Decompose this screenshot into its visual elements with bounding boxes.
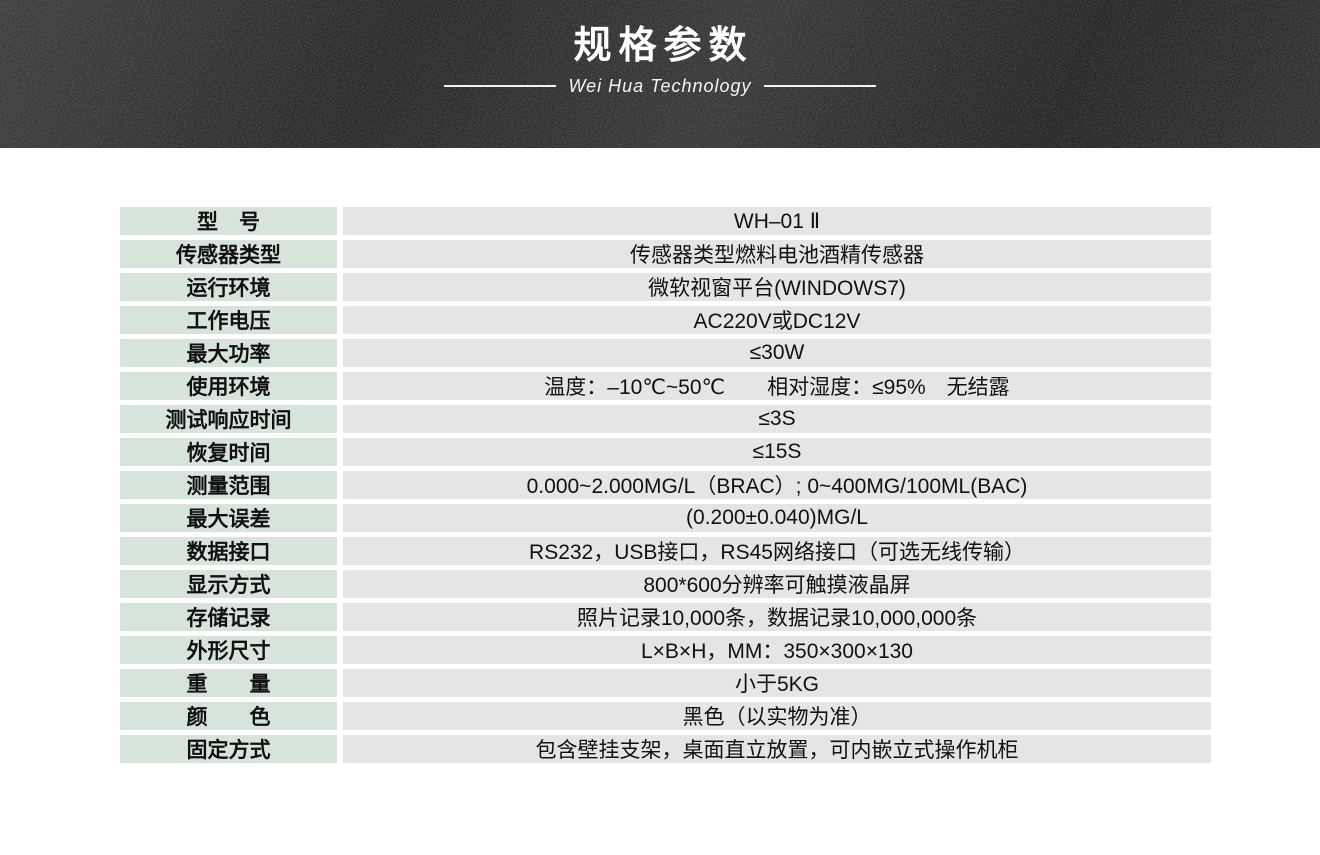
spec-label-cell: 工作电压 xyxy=(120,306,337,334)
spec-value-cell: RS232，USB接口，RS45网络接口（可选无线传输） xyxy=(343,537,1211,565)
spec-label-cell: 重 量 xyxy=(120,669,337,697)
spec-value-cell: 照片记录10,000条，数据记录10,000,000条 xyxy=(343,603,1211,631)
spec-value-cell: WH–01 Ⅱ xyxy=(343,207,1211,235)
table-row: 最大误差 (0.200±0.040)MG/L xyxy=(120,504,1211,532)
table-row: 恢复时间 ≤15S xyxy=(120,438,1211,466)
spec-label-cell: 最大误差 xyxy=(120,504,337,532)
spec-value-cell: 温度：–10℃~50℃ 相对湿度：≤95% 无结露 xyxy=(343,372,1211,400)
spec-label-cell: 数据接口 xyxy=(120,537,337,565)
subtitle-line-left xyxy=(444,85,557,88)
table-row: 数据接口 RS232，USB接口，RS45网络接口（可选无线传输） xyxy=(120,537,1211,565)
brand-subtitle: Wei Hua Technology xyxy=(568,75,752,96)
spec-label-cell: 使用环境 xyxy=(120,372,337,400)
page-title: 规格参数 xyxy=(573,25,754,67)
spec-value-cell: AC220V或DC12V xyxy=(343,306,1211,334)
table-row: 固定方式 包含壁挂支架，桌面直立放置，可内嵌立式操作机柜 xyxy=(120,735,1211,763)
table-row: 显示方式 800*600分辨率可触摸液晶屏 xyxy=(120,570,1211,598)
spec-value-cell: 传感器类型燃料电池酒精传感器 xyxy=(343,240,1211,268)
spec-label-cell: 存储记录 xyxy=(120,603,337,631)
spec-label-cell: 固定方式 xyxy=(120,735,337,763)
table-row: 测试响应时间 ≤3S xyxy=(120,405,1211,433)
spec-value-cell: ≤15S xyxy=(343,438,1211,466)
spec-label-cell: 颜 色 xyxy=(120,702,337,730)
table-row: 最大功率 ≤30W xyxy=(120,339,1211,367)
spec-value-cell: 0.000~2.000MG/L（BRAC）; 0~400MG/100ML(BAC… xyxy=(343,471,1211,499)
spec-label-cell: 型 号 xyxy=(120,207,337,235)
table-row: 传感器类型 传感器类型燃料电池酒精传感器 xyxy=(120,240,1211,268)
spec-label-cell: 测量范围 xyxy=(120,471,337,499)
table-row: 重 量 小于5KG xyxy=(120,669,1211,697)
spec-label-cell: 恢复时间 xyxy=(120,438,337,466)
spec-label-cell: 最大功率 xyxy=(120,339,337,367)
spec-label-cell: 运行环境 xyxy=(120,273,337,301)
table-row: 运行环境 微软视窗平台(WINDOWS7) xyxy=(120,273,1211,301)
table-row: 使用环境 温度：–10℃~50℃ 相对湿度：≤95% 无结露 xyxy=(120,372,1211,400)
spec-value-cell: 小于5KG xyxy=(343,669,1211,697)
table-row: 工作电压 AC220V或DC12V xyxy=(120,306,1211,334)
subtitle-row: Wei Hua Technology xyxy=(0,76,1320,97)
spec-value-cell: ≤3S xyxy=(343,405,1211,433)
spec-value-cell: 800*600分辨率可触摸液晶屏 xyxy=(343,570,1211,598)
spec-value-cell: 黑色（以实物为准） xyxy=(343,702,1211,730)
spec-label-cell: 外形尺寸 xyxy=(120,636,337,664)
spec-value-cell: ≤30W xyxy=(343,339,1211,367)
table-row: 颜 色 黑色（以实物为准） xyxy=(120,702,1211,730)
spec-label-cell: 传感器类型 xyxy=(120,240,337,268)
table-row: 测量范围 0.000~2.000MG/L（BRAC）; 0~400MG/100M… xyxy=(120,471,1211,499)
header-content: 规格参数 Wei Hua Technology xyxy=(0,0,1320,97)
subtitle-line-right xyxy=(763,85,876,88)
spec-label-cell: 显示方式 xyxy=(120,570,337,598)
table-row: 存储记录 照片记录10,000条，数据记录10,000,000条 xyxy=(120,603,1211,631)
spec-label-cell: 测试响应时间 xyxy=(120,405,337,433)
table-row: 型 号 WH–01 Ⅱ xyxy=(120,207,1211,235)
spec-table: 型 号 WH–01 Ⅱ 传感器类型 传感器类型燃料电池酒精传感器 运行环境 微软… xyxy=(120,207,1211,768)
spec-value-cell: 微软视窗平台(WINDOWS7) xyxy=(343,273,1211,301)
table-row: 外形尺寸 L×B×H，MM：350×300×130 xyxy=(120,636,1211,664)
header-banner: 规格参数 Wei Hua Technology xyxy=(0,0,1320,148)
spec-value-cell: 包含壁挂支架，桌面直立放置，可内嵌立式操作机柜 xyxy=(343,735,1211,763)
texture-grain-overlay xyxy=(0,0,1320,148)
spec-value-cell: L×B×H，MM：350×300×130 xyxy=(343,636,1211,664)
spec-value-cell: (0.200±0.040)MG/L xyxy=(343,504,1211,532)
